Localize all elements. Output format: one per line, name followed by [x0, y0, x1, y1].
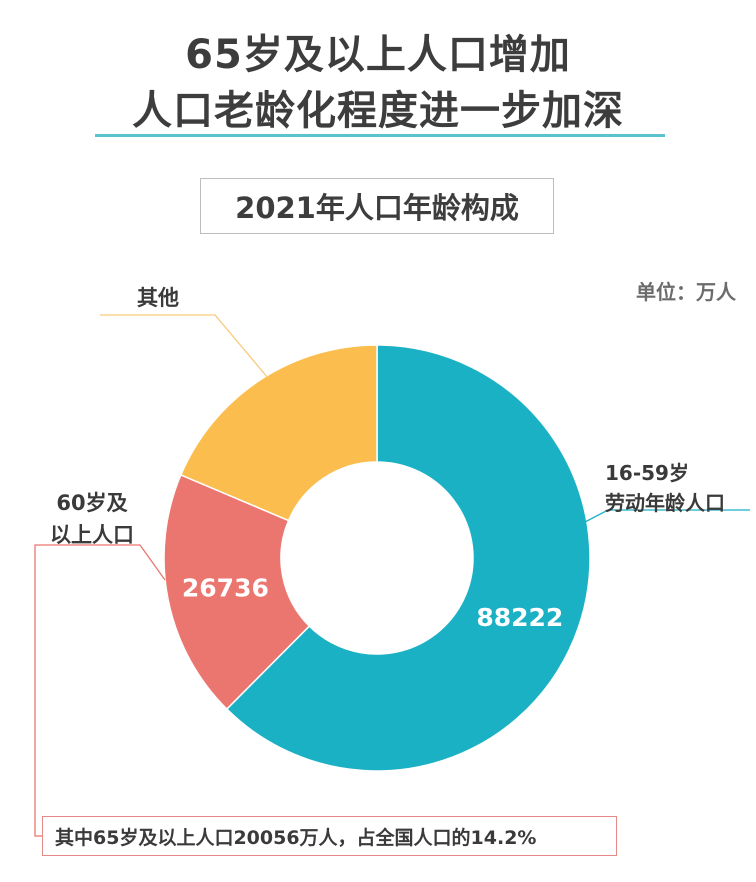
- annotation-note: 其中65岁及以上人口20056万人，占全国人口的14.2%: [42, 816, 617, 856]
- category-label-0-line-0: 16-59岁: [605, 461, 689, 485]
- unit-label: 单位：万人: [636, 280, 736, 304]
- category-label-0-line-1: 劳动年龄人口: [605, 491, 725, 515]
- donut-slice-1: [163, 473, 311, 711]
- page-title-line-2: 人口老龄化程度进一步加深: [132, 88, 624, 134]
- page-title-line-1: 65岁及以上人口增加: [185, 32, 571, 78]
- donut-slice-0: [225, 344, 591, 772]
- category-label-1-line-1: 以上人口: [50, 523, 134, 547]
- leader-line-0: [584, 509, 750, 523]
- category-label-2-line-0: 其他: [137, 286, 179, 310]
- leader-line-1: [34, 544, 166, 837]
- slice-value-label-1: 26736: [182, 574, 269, 603]
- title-underline: [95, 134, 665, 137]
- leader-line-2: [100, 314, 269, 379]
- slice-value-label-0: 88222: [476, 603, 563, 632]
- donut-slice-2: [179, 344, 378, 522]
- chart-title: 2021年人口年龄构成: [200, 178, 554, 234]
- category-label-1-line-0: 60岁及: [56, 491, 128, 515]
